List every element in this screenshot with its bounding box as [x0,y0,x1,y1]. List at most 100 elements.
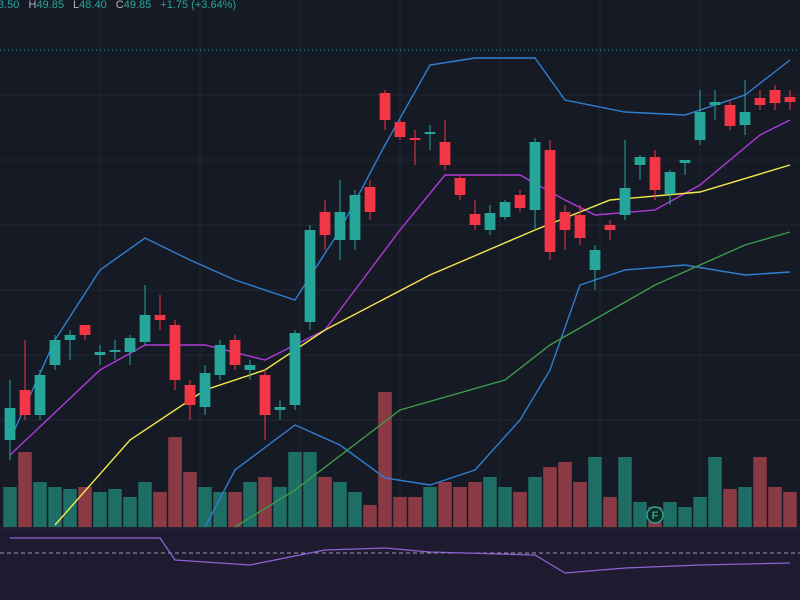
volume-bar [693,497,707,527]
candle-body [259,375,271,415]
volume-bar [498,487,512,527]
volume-bar [573,482,587,527]
volume-bar [18,452,32,527]
event-marker-label: F [652,510,659,522]
low-label: L [73,0,79,11]
candle-body [64,335,76,340]
volume-bar [423,487,437,527]
volume-bar [213,492,227,527]
volume-bar [528,477,542,527]
candle-body [319,212,331,235]
candle-body [664,172,676,194]
candle-body [244,365,256,370]
volume-bar [708,457,722,527]
plot: F [0,57,800,574]
volume-bar [738,487,752,527]
volume-bar [618,457,632,527]
candle-body [784,97,796,102]
volume-bar [123,497,137,527]
volume-bar [438,482,452,527]
volume-bar [258,477,272,527]
volume-bar [393,497,407,527]
candle-body [394,122,406,137]
candle-body [589,250,601,270]
candle-body [619,188,631,215]
candle-body [199,373,211,407]
candle-body [274,407,286,410]
candle-body [574,215,586,238]
event-marker [646,506,664,524]
close-label: C [116,0,124,11]
volume-bar [93,492,107,527]
indicator-line [9,57,791,441]
volume-bar [663,502,677,527]
volume-bar [753,457,767,527]
candle-body [334,212,346,240]
candle-body [4,408,16,440]
volume-bar [228,492,242,527]
volume-bar [78,487,92,527]
candle-body [214,345,226,375]
open-value: 3.50 [0,0,19,11]
candle-body [349,195,361,240]
high-label: H [28,0,36,11]
volume-bar [768,487,782,527]
candle-body [649,157,661,190]
volume-bar [153,492,167,527]
indicator-line [234,231,791,528]
indicator-line [204,264,791,528]
candle-body [484,213,496,230]
candle-body [124,338,136,352]
candle-body [424,132,436,134]
candle-body [109,350,121,352]
volume-bar [588,457,602,527]
volume-bar [273,487,287,527]
volume-bar [633,502,647,527]
volume-bar [48,487,62,527]
candle-body [469,214,481,225]
change-value: +1.75 (+3.64%) [160,0,236,11]
volume-bar [303,452,317,527]
candle-body [739,112,751,125]
volume-bar [168,437,182,527]
high-value: 49.85 [36,0,64,11]
oscillator-pane [0,529,800,600]
volume-bar [468,482,482,527]
volume-bar [603,497,617,527]
candle-body [379,93,391,120]
candle-body [499,202,511,217]
volume-bar [453,487,467,527]
low-value: 48.40 [79,0,107,11]
candle-body [694,112,706,140]
candle-body [289,333,301,405]
candle-body [514,195,526,208]
volume-bar [483,477,497,527]
candle-body [169,325,181,380]
candle-body [94,352,106,355]
volume-bar [33,482,47,527]
volume-bar [678,507,692,527]
candle-body [544,150,556,252]
candle-body [409,138,421,140]
candle-body [604,225,616,230]
candle-body [709,102,721,105]
candle-body [304,230,316,322]
candle-body [634,157,646,165]
volume-bar [108,489,122,527]
candle-body [139,315,151,342]
candle-body [439,142,451,165]
candle-body [184,385,196,405]
candle-body [154,315,166,320]
candle-body [34,375,46,415]
volume-bar [183,472,197,527]
volume-bar [513,492,527,527]
candle-body [79,325,91,335]
volume-bar [543,467,557,527]
volume-bar [198,487,212,527]
volume-bar [333,482,347,527]
volume-bar [363,505,377,527]
volume-bar [408,497,422,527]
candle-body [769,90,781,103]
volume-bar [378,392,392,527]
